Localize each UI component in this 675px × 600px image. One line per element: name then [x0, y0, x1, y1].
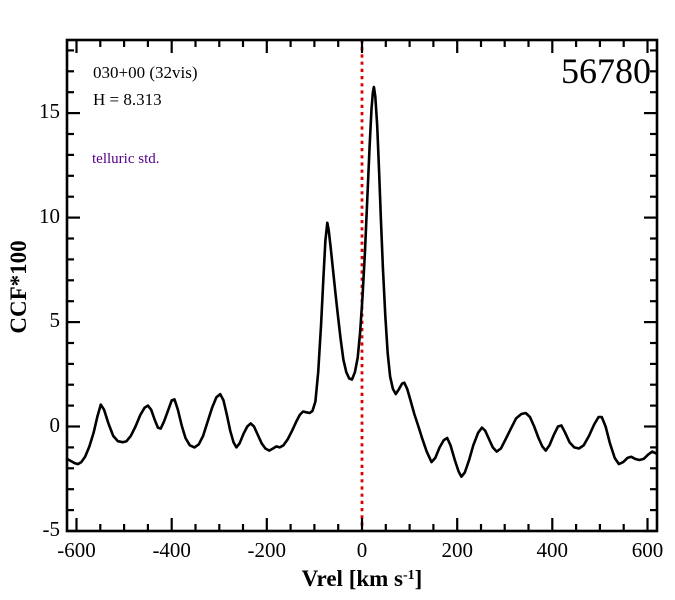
ccf-curve — [65, 85, 658, 478]
x-tick-label: -200 — [247, 538, 287, 562]
telluric-std-label: telluric std. — [92, 151, 160, 167]
y-tick-label: 5 — [49, 308, 61, 333]
y-tick-label: 10 — [39, 203, 60, 228]
x-tick-label: -400 — [152, 538, 191, 562]
axis-ticks — [67, 40, 657, 533]
x-axis-label: Vrel [km s-1] — [302, 566, 423, 592]
x-tick-label: 0 — [356, 538, 368, 562]
x-axis-label-sup: -1 — [403, 568, 415, 583]
y-tick-label: 15 — [39, 99, 60, 124]
mjd-label: 56780 — [561, 51, 651, 91]
x-tick-label: 600 — [631, 538, 664, 562]
x-tick-label: 400 — [536, 538, 569, 562]
x-tick-label: 200 — [441, 538, 473, 562]
y-tick-label: 0 — [49, 412, 61, 437]
y-tick-label: -5 — [42, 517, 61, 541]
h-magnitude-label: H = 8.313 — [93, 90, 162, 109]
x-axis-label-main: Vrel [km s — [301, 566, 404, 591]
field-id-label: 030+00 (32vis) — [93, 63, 198, 82]
x-tick-label: -600 — [57, 538, 96, 562]
x-axis-label-close: ] — [414, 566, 423, 591]
